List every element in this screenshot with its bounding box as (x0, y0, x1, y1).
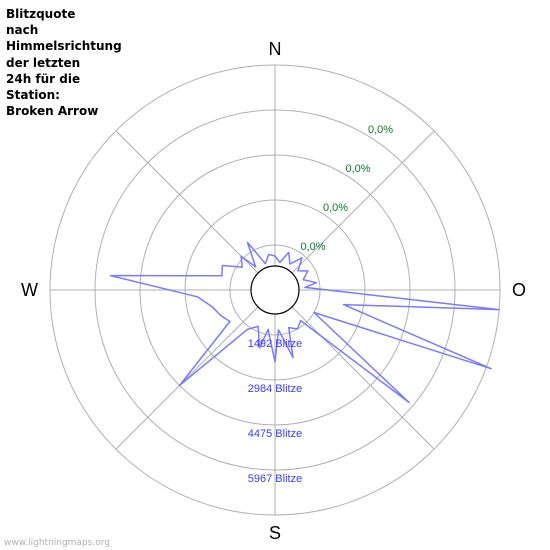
grid-spoke (116, 290, 275, 449)
chart-container: { "title": "Blitzquote\nnach\nHimmelsric… (0, 0, 550, 550)
blitze-ring-label: 4475 Blitze (248, 428, 302, 440)
blitze-ring-label: 2984 Blitze (248, 383, 302, 395)
compass-s: S (269, 523, 281, 543)
pct-ring-label: 0,0% (368, 124, 393, 136)
pct-ring-label: 0,0% (323, 202, 348, 214)
blitze-ring-label: 1492 Blitze (248, 338, 302, 350)
pct-ring-label: 0,0% (346, 163, 371, 175)
pct-ring-label: 0,0% (301, 241, 326, 253)
compass-e: O (512, 280, 526, 300)
compass-w: W (21, 280, 38, 300)
chart-title: Blitzquote nach Himmelsrichtung der letz… (6, 6, 122, 119)
center-hole (251, 266, 299, 314)
compass-n: N (269, 39, 282, 59)
grid-spoke (116, 131, 275, 290)
grid-spoke (275, 290, 434, 449)
blitze-ring-label: 5967 Blitze (248, 473, 302, 485)
footer-credit: www.lightningmaps.org (4, 538, 110, 548)
rose-polygon (111, 242, 500, 402)
